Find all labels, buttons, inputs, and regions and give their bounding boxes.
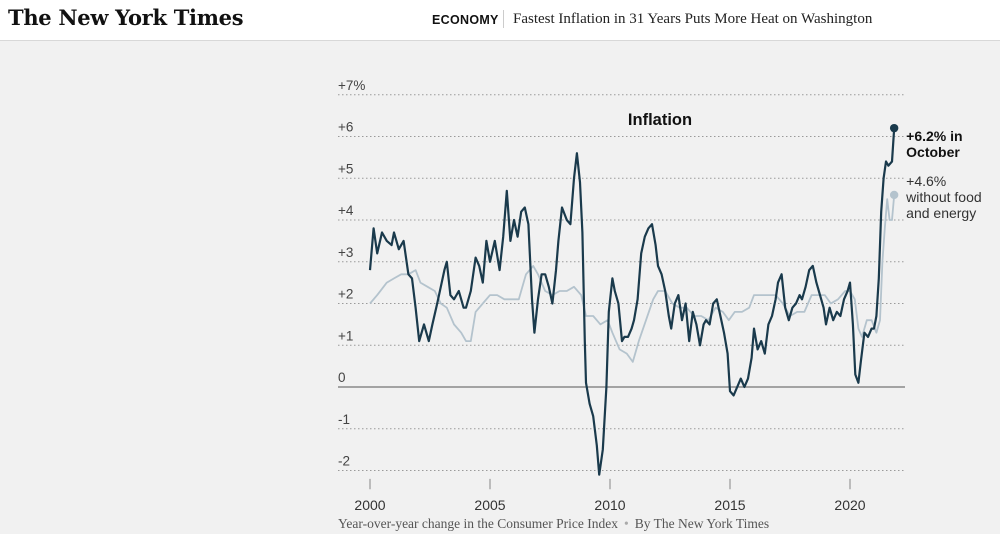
y-tick-label: +7% — [338, 78, 365, 93]
y-tick-label: +3 — [338, 245, 353, 260]
x-tick-label: 2015 — [714, 497, 745, 513]
article-headline[interactable]: Fastest Inflation in 31 Years Puts More … — [513, 11, 873, 27]
y-tick-label: +5 — [338, 161, 353, 176]
top-bar: The New York Times ECONOMY Fastest Infla… — [0, 0, 1000, 41]
series-endpoint-label-core: +4.6% without food and energy — [905, 173, 982, 221]
y-tick-label: -2 — [338, 454, 350, 469]
nyt-logo[interactable]: The New York Times — [8, 5, 244, 30]
series-endpoint-core — [889, 190, 899, 200]
header-divider — [503, 10, 504, 28]
series-line-all_items — [368, 128, 896, 476]
series-endpoint-all_items — [889, 123, 899, 133]
endpoint-label-line: and energy — [906, 205, 976, 221]
x-tick-label: 2005 — [474, 497, 505, 513]
x-tick-label: 2010 — [594, 497, 625, 513]
x-tick-label: 2020 — [834, 497, 865, 513]
chart-byline: By The New York Times — [634, 516, 770, 531]
endpoint-label-line: without food — [905, 189, 982, 205]
chart-title: Inflation — [628, 111, 692, 129]
section-label[interactable]: ECONOMY — [432, 13, 499, 27]
series-endpoint-label-all_items: +6.2% in October — [906, 128, 962, 160]
y-tick-label: 0 — [338, 370, 346, 385]
y-tick-label: +4 — [338, 203, 354, 218]
series-line-core — [369, 194, 896, 363]
chart-caption: Year-over-year change in the Consumer Pr… — [338, 516, 618, 531]
endpoint-label-line: +4.6% — [906, 173, 946, 189]
endpoint-label-line: +6.2% in — [906, 128, 962, 144]
y-tick-label: -1 — [338, 412, 350, 427]
y-tick-label: +2 — [338, 287, 353, 302]
x-tick-label: 2000 — [354, 497, 385, 513]
separator-dot: • — [624, 516, 629, 531]
chart-caption-line: Year-over-year change in the Consumer Pr… — [338, 516, 769, 532]
y-tick-label: +6 — [338, 120, 353, 135]
endpoint-label-line: October — [906, 144, 960, 160]
y-tick-label: +1 — [338, 328, 353, 343]
inflation-chart: +7% +6 +5 +4 +3 +2 +1 0 -1 -2 2000 2005 2010 2015 2020… — [338, 78, 982, 513]
